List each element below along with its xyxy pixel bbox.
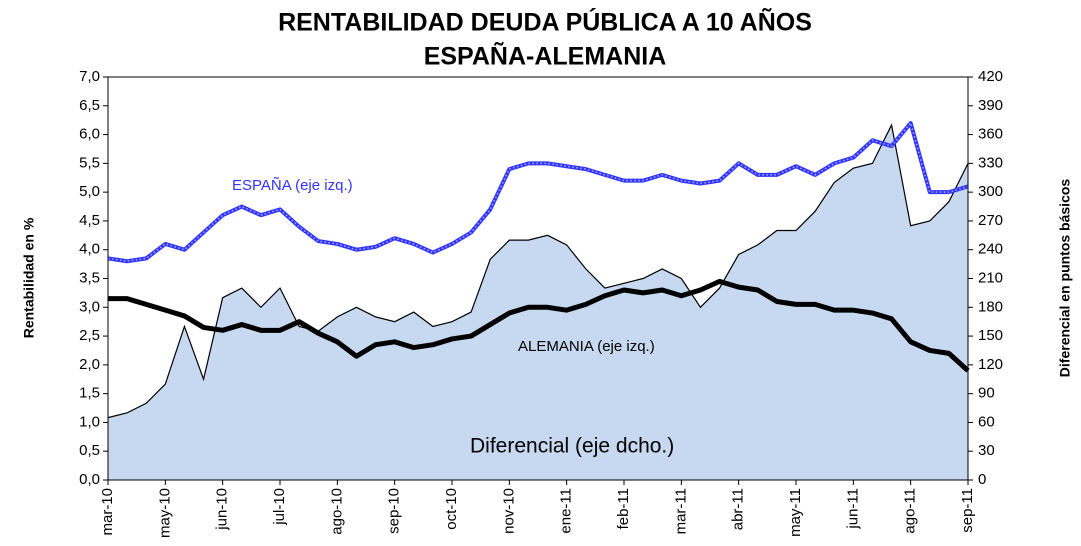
x-tick-label: jun-11 — [844, 488, 861, 530]
y-tick-label: 4,5 — [79, 212, 100, 229]
x-tick-label: may-10 — [156, 488, 173, 538]
y-tick-label: 2,5 — [79, 327, 100, 344]
y2-tick-label: 30 — [978, 442, 995, 459]
area-line — [107, 123, 969, 419]
chart-title: RENTABILIDAD DEUDA PÚBLICA A 10 AÑOS — [278, 7, 812, 37]
y2-tick-label: 270 — [978, 212, 1003, 229]
x-tick-label: mar-10 — [99, 488, 116, 536]
y2-tick-label: 240 — [978, 241, 1003, 258]
y2-tick-label: 330 — [978, 154, 1003, 171]
y-tick-label: 6,5 — [79, 97, 100, 114]
y-tick-label: 0,0 — [79, 471, 100, 488]
x-tick-label: jun-10 — [214, 488, 231, 531]
x-tick-label: sep-11 — [959, 488, 976, 533]
y-tick-label: 1,0 — [79, 413, 100, 430]
x-tick-label: mar-11 — [672, 488, 689, 534]
y2-tick-label: 0 — [978, 471, 986, 488]
line-dots — [107, 121, 969, 262]
y-tick-label: 0,5 — [79, 442, 100, 459]
y-tick-label: 4,0 — [79, 241, 100, 258]
x-tick-label: abr-11 — [730, 488, 747, 530]
y-tick-label: 5,0 — [79, 183, 100, 200]
y-tick-label: 5,5 — [79, 154, 100, 171]
y2-tick-label: 420 — [978, 68, 1003, 85]
y2-tick-label: 360 — [978, 126, 1003, 143]
y-tick-label: 3,5 — [79, 269, 100, 286]
y2-tick-label: 300 — [978, 183, 1003, 200]
area — [108, 124, 968, 480]
line — [108, 278, 970, 373]
y2-tick-label: 150 — [978, 327, 1003, 344]
y2-tick-label: 60 — [978, 413, 995, 430]
annotation: ESPAÑA (eje izq.) — [232, 177, 353, 194]
y-tick-label: 7,0 — [79, 68, 100, 85]
y2-tick-label: 180 — [978, 298, 1003, 315]
y2-tick-label: 90 — [978, 385, 995, 402]
x-tick-label: may-11 — [787, 488, 804, 537]
y2-tick-label: 120 — [978, 356, 1003, 373]
y2-axis-label: Diferencial en puntos básicos — [1057, 179, 1073, 378]
annotation: Diferencial (eje dcho.) — [470, 435, 674, 458]
x-tick-label: feb-11 — [615, 488, 632, 529]
y-tick-label: 3,0 — [79, 298, 100, 315]
x-tick-label: ago-11 — [902, 488, 919, 534]
y-tick-label: 2,0 — [79, 356, 100, 373]
x-tick-label: nov-10 — [500, 488, 517, 534]
y2-tick-label: 210 — [978, 269, 1003, 286]
x-tick-label: ene-11 — [558, 488, 575, 534]
x-tick-label: ago-10 — [328, 488, 345, 535]
x-tick-label: oct-10 — [443, 488, 460, 530]
annotation: ALEMANIA (eje izq.) — [518, 338, 655, 355]
x-tick-label: jul-10 — [271, 488, 288, 526]
y-tick-label: 6,0 — [79, 126, 100, 143]
y-axis-label: Rentabilidad en % — [21, 217, 37, 338]
x-tick-label: sep-10 — [386, 488, 403, 534]
chart-title: ESPAÑA-ALEMANIA — [424, 41, 667, 71]
y2-tick-label: 390 — [978, 97, 1003, 114]
y-tick-label: 1,5 — [79, 385, 100, 402]
